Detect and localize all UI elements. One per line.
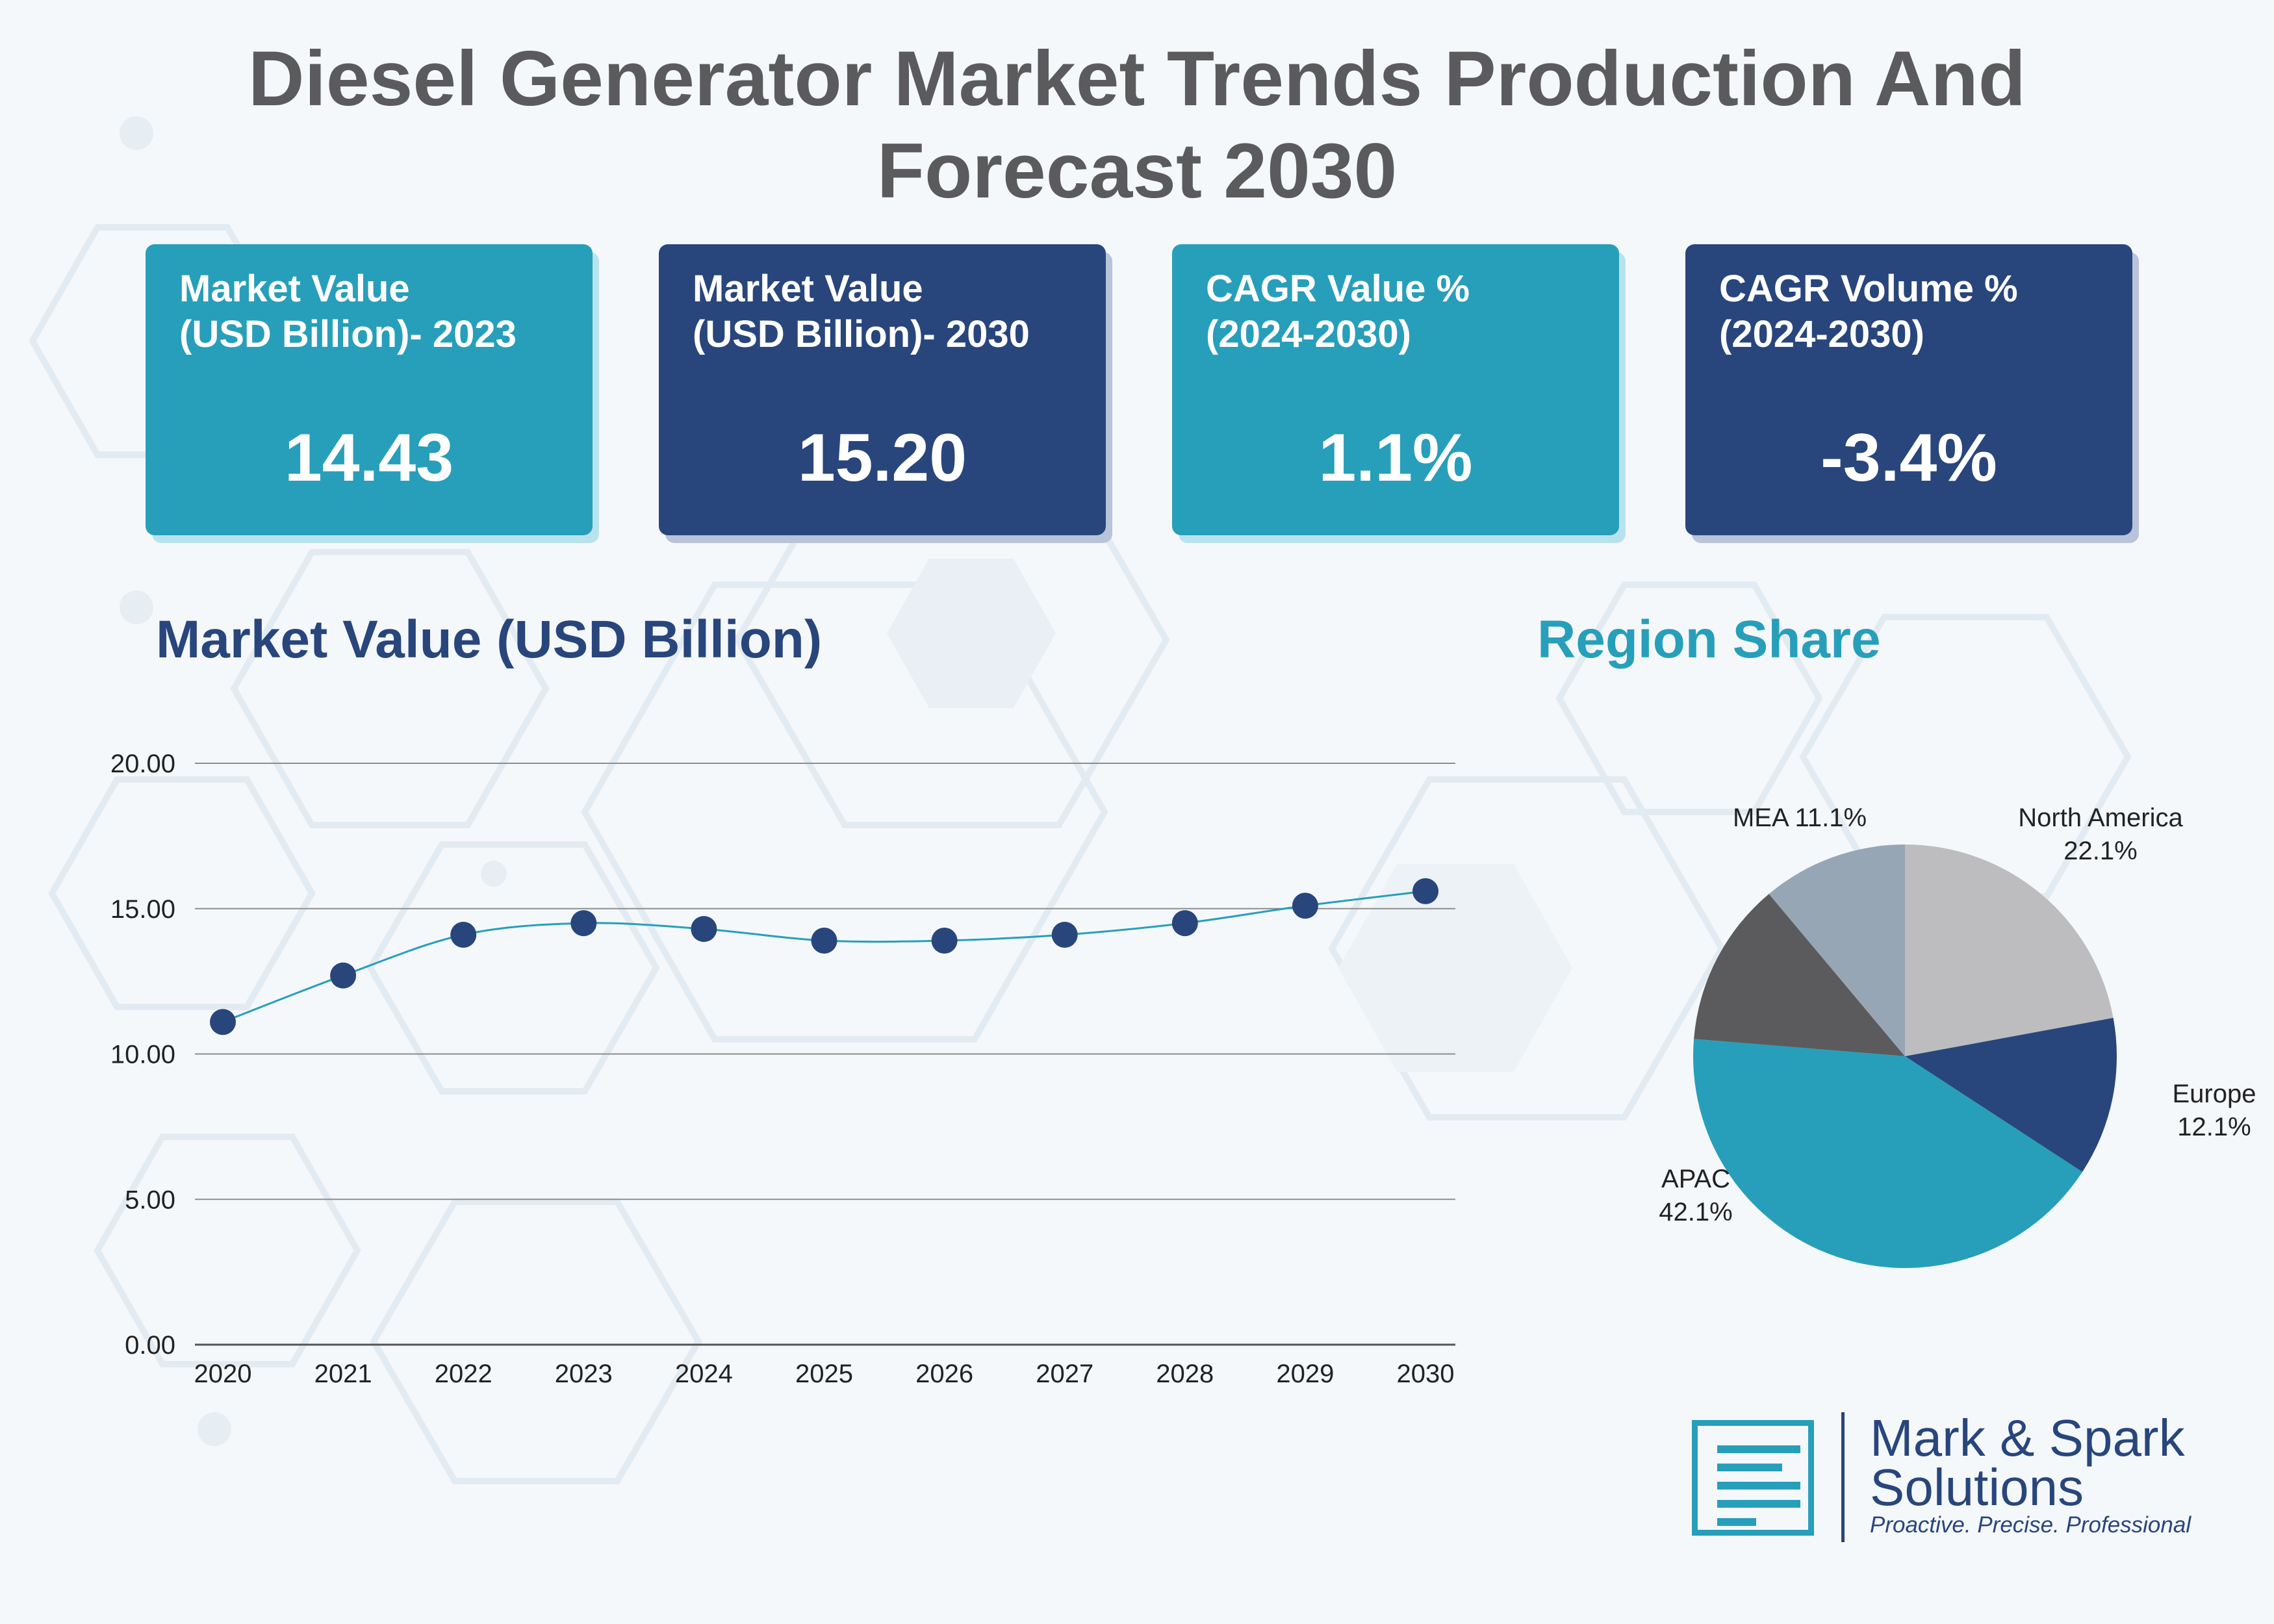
pie-label-value: 12.1% (2177, 1113, 2251, 1141)
card-value: 1.1% (1318, 420, 1473, 496)
cagr-value-card: CAGR Value % (2024-2030) 1.1% (1172, 244, 1619, 535)
x-tick-label: 2020 (194, 1360, 252, 1388)
logo-name-line1: Mark & Spark (1870, 1409, 2185, 1467)
logo-tagline: Proactive. Precise. Professional (1870, 1512, 2191, 1538)
data-point (1171, 910, 1198, 937)
pie-slice (1694, 894, 1905, 1056)
data-point (330, 962, 357, 989)
card-value: 14.43 (284, 420, 454, 496)
data-point (811, 927, 837, 954)
data-point (931, 927, 958, 954)
card-label-line2: (2024-2030) (1719, 313, 1924, 355)
card-label-line1: Market Value (179, 268, 410, 310)
card-value: 15.20 (797, 420, 967, 496)
data-point (210, 1009, 236, 1035)
pie-slice (1905, 844, 2114, 1056)
card-label: CAGR Volume % (2024-2030) (1719, 266, 2109, 357)
card-label: Market Value (USD Billion)- 2030 (693, 266, 1082, 357)
data-point (1292, 893, 1318, 919)
card-label-line1: CAGR Value % (1206, 268, 1470, 310)
logo-company-name: Mark & Spark Solutions (1870, 1409, 2185, 1516)
pie-label: MEA 11.1% (1733, 804, 1867, 832)
card-label-line1: CAGR Volume % (1719, 268, 2018, 310)
series-line (222, 890, 1426, 1023)
card-value: -3.4% (1820, 420, 1997, 496)
pie-slice (1905, 1017, 2117, 1173)
y-tick-label: 5.00 (125, 1186, 175, 1214)
x-tick-label: 2029 (1276, 1360, 1334, 1388)
logo-name-line2: Solutions (1870, 1458, 2084, 1516)
x-tick-label: 2023 (555, 1360, 613, 1388)
x-tick-label: 2028 (1156, 1360, 1214, 1388)
data-point (570, 910, 597, 937)
pie-label-value: 42.1% (1659, 1198, 1732, 1226)
line-chart-title: Market Value (USD Billion) (156, 610, 823, 669)
x-tick-label: 2024 (675, 1360, 733, 1388)
pie-label-name: APAC (1661, 1165, 1730, 1193)
card-label-line1: Market Value (693, 268, 923, 310)
region-share-pie-chart: North America 22.1% Europe 12.1% APAC 42.1% ME… (1659, 804, 2256, 1268)
y-tick-label: 15.00 (110, 895, 175, 924)
pie-chart-title: Region Share (1537, 610, 1881, 669)
card-label-line2: (2024-2030) (1206, 313, 1411, 355)
pie-label-name: Europe (2173, 1080, 2256, 1108)
y-tick-label: 10.00 (110, 1041, 175, 1069)
cagr-volume-card: CAGR Volume % (2024-2030) -3.4% (1685, 244, 2132, 535)
market-value-2023-card: Market Value (USD Billion)- 2023 14.43 (146, 244, 593, 535)
card-label-line2: (USD Billion)- 2030 (693, 313, 1030, 355)
x-tick-label: 2025 (795, 1360, 853, 1388)
page-title: Diesel Generator Market Trends Productio… (248, 35, 2026, 214)
pie-label-name: North America (2018, 804, 2183, 832)
x-tick-label: 2027 (1036, 1360, 1093, 1388)
data-point (1412, 878, 1438, 904)
pie-slice (1693, 1039, 2083, 1268)
data-point (1051, 922, 1078, 948)
card-label: Market Value (USD Billion)- 2023 (179, 266, 569, 357)
market-value-line-chart: 0.00 5.00 10.00 15.00 20.00 2020 2021 2022 2023 2… (110, 750, 1455, 1388)
card-label: CAGR Value % (2024-2030) (1206, 266, 1596, 357)
market-value-2030-card: Market Value (USD Billion)- 2030 15.20 (659, 244, 1106, 535)
y-tick-label: 20.00 (110, 750, 175, 778)
logo-divider (1841, 1412, 1845, 1542)
pie-label-value: 22.1% (2063, 837, 2137, 865)
company-logo: Mark & Spark Solutions Proactive. Precis… (1689, 1410, 2209, 1546)
document-icon (1692, 1420, 1814, 1536)
x-tick-label: 2030 (1397, 1360, 1455, 1388)
x-tick-label: 2022 (435, 1360, 492, 1388)
card-label-line2: (USD Billion)- 2023 (179, 313, 517, 355)
data-point (691, 916, 717, 943)
pie-slice (1769, 844, 1905, 1056)
x-tick-label: 2026 (915, 1360, 973, 1388)
y-tick-label: 0.00 (125, 1331, 175, 1360)
x-tick-label: 2021 (314, 1360, 372, 1388)
data-point (450, 922, 477, 948)
